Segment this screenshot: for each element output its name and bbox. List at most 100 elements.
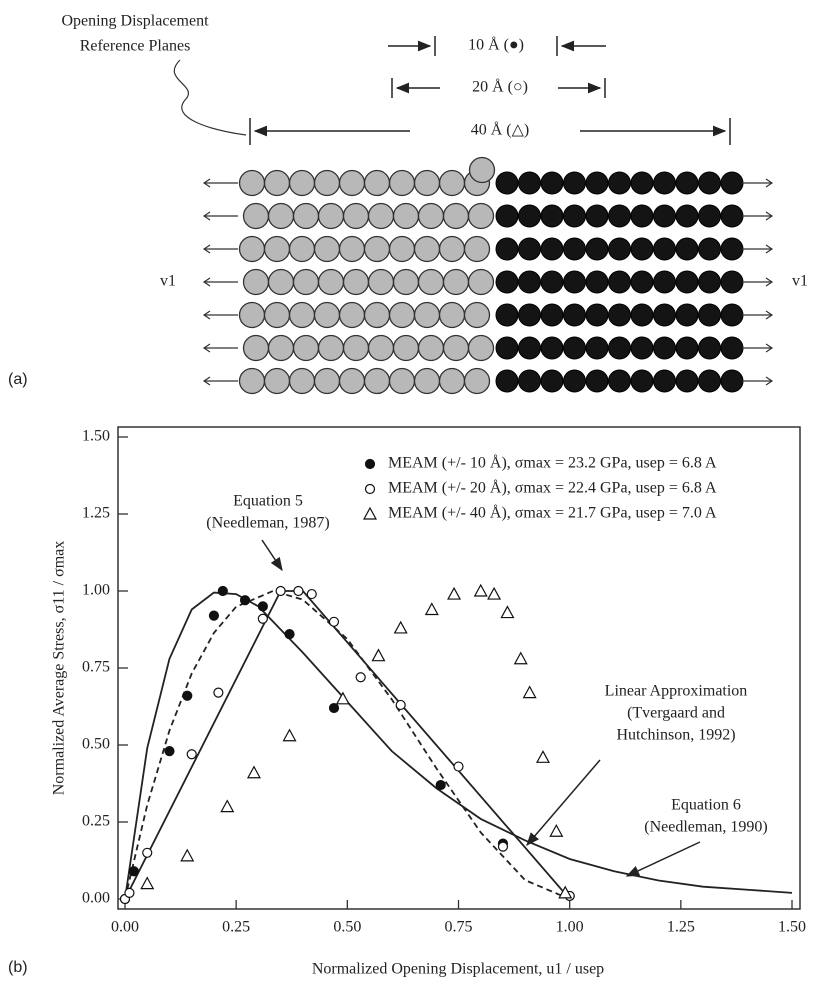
- y-tick-label: 1.25: [82, 505, 110, 522]
- point-open: [306, 588, 317, 600]
- plot-frame: [117, 426, 801, 910]
- atom-gray: [438, 169, 466, 197]
- diagram-label: Opening Displacement: [61, 13, 209, 30]
- atom-gray: [417, 202, 445, 230]
- legend-marker: [362, 506, 378, 520]
- atom-gray: [238, 169, 266, 197]
- atom-gray: [367, 334, 395, 362]
- atom-gray: [367, 268, 395, 296]
- atom-black: [608, 303, 631, 327]
- atom-gray: [363, 301, 391, 329]
- atom-black: [608, 270, 631, 294]
- atom-gray: [238, 301, 266, 329]
- diagram-label: Reference Planes: [80, 38, 191, 55]
- atom-black: [608, 336, 631, 360]
- point-open: [497, 841, 509, 852]
- atom-black: [630, 303, 654, 327]
- atom-gray: [292, 202, 320, 230]
- atom-gray: [317, 334, 345, 362]
- atom-gray: [238, 235, 266, 263]
- atom-black: [630, 204, 654, 228]
- point-triangle: [535, 750, 550, 763]
- velocity-arrow: [742, 244, 774, 254]
- atom-gray: [442, 268, 470, 296]
- atom-black: [495, 204, 519, 228]
- atom-gray: [313, 169, 341, 197]
- leader-line: [173, 59, 247, 136]
- atom-black: [563, 369, 586, 393]
- atom-black: [698, 270, 721, 294]
- atom-black: [653, 237, 676, 261]
- atom-gray: [342, 202, 370, 230]
- atom-black: [563, 336, 586, 360]
- atom-black: [585, 171, 609, 195]
- velocity-arrow: [742, 211, 774, 221]
- legend-entry: MEAM (+/- 10 Å), σmax = 23.2 GPa, usep =…: [388, 454, 717, 472]
- atom-black: [653, 303, 676, 327]
- atom-gray: [338, 169, 366, 197]
- annotation: Linear Approximation: [605, 683, 748, 700]
- atom-black: [675, 204, 699, 228]
- velocity-arrow: [202, 211, 238, 221]
- atom-gray: [392, 334, 420, 362]
- point-open: [186, 749, 197, 760]
- point-open: [328, 616, 340, 627]
- atom-black: [698, 171, 721, 195]
- atom-gray: [242, 334, 270, 362]
- point-open: [293, 585, 304, 597]
- atom-gray: [442, 202, 470, 230]
- atom-black: [608, 204, 631, 228]
- atom-gray: [288, 367, 316, 395]
- atom-black: [585, 369, 609, 393]
- atom-black: [540, 171, 564, 195]
- atom-black: [630, 237, 654, 261]
- annotation: (Needleman, 1990): [644, 819, 768, 836]
- atom-black: [540, 303, 564, 327]
- atom-black: [585, 303, 609, 327]
- point-filled: [257, 601, 268, 612]
- velocity-arrow: [202, 376, 238, 386]
- span-label: 20 Å (○): [472, 78, 528, 96]
- atom-gray: [468, 156, 496, 184]
- atom-black: [540, 237, 564, 261]
- annotation: Hutchinson, 1992): [616, 727, 735, 744]
- atom-gray: [263, 235, 291, 263]
- y-tick-label: 1.50: [82, 428, 110, 445]
- atom-gray: [367, 202, 395, 230]
- point-triangle: [180, 848, 195, 862]
- atom-gray: [267, 334, 295, 362]
- point-open: [124, 887, 135, 898]
- atom-black: [630, 336, 654, 360]
- atom-gray: [242, 202, 270, 230]
- atom-gray: [417, 268, 445, 296]
- point-open: [213, 687, 224, 698]
- atom-gray: [463, 235, 491, 263]
- atom-gray: [313, 235, 341, 263]
- atom-black: [518, 303, 541, 327]
- atom-gray: [363, 169, 391, 197]
- atom-black: [630, 369, 654, 393]
- atom-gray: [363, 235, 391, 263]
- atom-gray: [263, 367, 291, 395]
- legend-entry: MEAM (+/- 40 Å), σmax = 21.7 GPa, usep =…: [388, 504, 717, 522]
- point-triangle: [140, 876, 155, 890]
- point-filled: [182, 690, 193, 701]
- atom-black: [563, 204, 586, 228]
- atom-gray: [238, 367, 266, 395]
- atom-black: [540, 336, 564, 360]
- atom-black: [653, 336, 676, 360]
- atom-gray: [313, 301, 341, 329]
- atom-black: [698, 336, 721, 360]
- point-open: [257, 613, 268, 624]
- atom-gray: [313, 367, 341, 395]
- atom-gray: [413, 169, 441, 197]
- atom-black: [495, 336, 519, 360]
- atom-gray: [413, 235, 441, 263]
- atom-black: [653, 171, 676, 195]
- annotation: (Tvergaard and: [627, 705, 725, 722]
- atom-gray: [388, 367, 416, 395]
- atom-gray: [292, 334, 320, 362]
- atom-black: [720, 303, 744, 327]
- atom-black: [698, 237, 721, 261]
